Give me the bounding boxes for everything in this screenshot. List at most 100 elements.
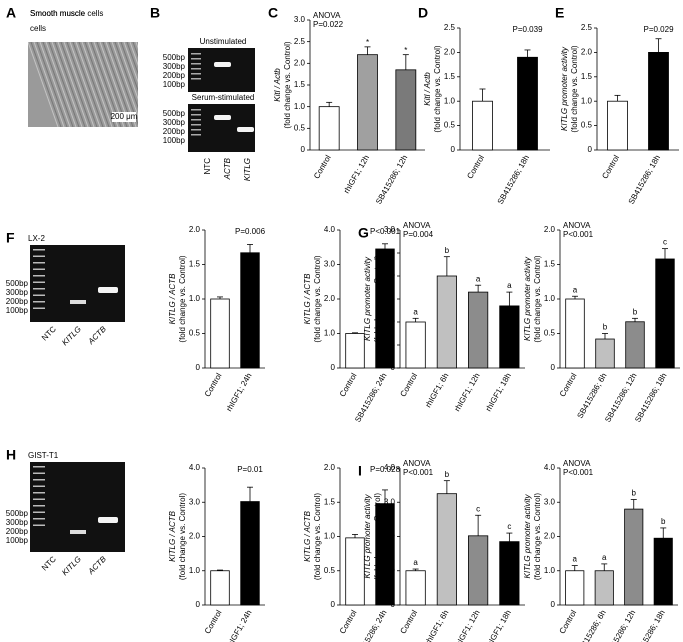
y-axis-label: KITLG / ACTB xyxy=(168,510,177,561)
significance-label: b xyxy=(603,323,608,332)
annotation: P<0.001 xyxy=(563,230,594,239)
bar xyxy=(405,570,426,606)
ladder-band xyxy=(191,73,201,75)
bar xyxy=(375,503,395,606)
panel-letter: B xyxy=(150,5,160,21)
ladder-band xyxy=(33,466,45,468)
marker-label: 200bp xyxy=(163,127,186,136)
y-tick-label: 1.0 xyxy=(581,96,593,105)
y-axis-label: (fold change vs. Control) xyxy=(178,493,187,580)
x-tick-label: SB415286; 24h xyxy=(353,372,388,424)
significance-label: c xyxy=(476,504,480,513)
y-tick-label: 1.5 xyxy=(384,294,396,303)
texture xyxy=(48,42,80,127)
panel-letter: F xyxy=(6,230,15,246)
lane-label: ACTB xyxy=(223,157,232,180)
y-tick-label: 1.0 xyxy=(544,294,556,303)
marker-label: 300bp xyxy=(6,518,29,527)
y-tick-label: 0.5 xyxy=(324,566,336,575)
lane-label: ACTB xyxy=(86,324,109,347)
x-tick-label: Control xyxy=(203,608,224,635)
ladder-band xyxy=(33,511,45,513)
y-tick-label: 1.0 xyxy=(444,96,456,105)
image-title: Smooth muscle cells xyxy=(30,9,86,33)
ladder-band xyxy=(33,249,45,251)
ladder-band xyxy=(191,58,201,60)
marker-label: 200bp xyxy=(163,71,186,80)
texture xyxy=(54,42,86,127)
bar xyxy=(517,56,538,151)
panel-letter: D xyxy=(418,5,428,21)
ladder-band xyxy=(33,301,45,303)
x-tick-label: rhIGF1; 12h xyxy=(453,609,482,642)
significance-label: b xyxy=(661,517,666,526)
image-title: GIST-T1 xyxy=(28,451,59,460)
scale-box xyxy=(112,112,136,122)
x-tick-label: rhIGF1; 18h xyxy=(484,609,513,642)
band xyxy=(70,530,86,534)
y-tick-label: 0 xyxy=(551,363,556,372)
significance-label: a xyxy=(573,285,578,294)
y-tick-label: 0.5 xyxy=(544,329,556,338)
marker-label: 500bp xyxy=(163,53,186,62)
y-tick-label: 2.5 xyxy=(581,23,593,32)
ladder-band xyxy=(191,119,201,121)
y-tick-label: 1.0 xyxy=(384,566,396,575)
y-tick-label: 1.5 xyxy=(324,497,336,506)
x-tick-label: Control xyxy=(558,371,579,398)
significance-label: b xyxy=(445,470,450,479)
bar xyxy=(405,321,426,369)
ladder-band xyxy=(33,518,45,520)
bar xyxy=(468,535,489,606)
ladder-band xyxy=(191,63,201,65)
significance-label: b xyxy=(632,489,637,498)
y-axis-label: (fold change vs. Control) xyxy=(433,45,442,132)
y-tick-label: 0 xyxy=(331,363,336,372)
x-tick-label: SB415286; 24h xyxy=(353,609,388,642)
texture xyxy=(28,42,59,127)
significance-label: a xyxy=(476,274,481,283)
image-title: LX-2 xyxy=(28,234,45,243)
annotation: P=0.01 xyxy=(237,465,263,474)
y-axis-label: (fold change vs. Control) xyxy=(313,493,322,580)
marker-label: 100bp xyxy=(6,306,29,315)
y-tick-label: 2.5 xyxy=(384,248,396,257)
y-tick-label: 1.0 xyxy=(324,532,336,541)
y-tick-label: 0 xyxy=(391,363,396,372)
ladder-band xyxy=(33,255,45,257)
x-tick-label: rhIGF1; 12h xyxy=(342,154,371,195)
annotation: P<0.001 xyxy=(563,468,594,477)
gel xyxy=(188,48,255,92)
texture xyxy=(135,42,138,50)
texture xyxy=(75,42,107,127)
y-axis-label: (fold change vs. Control) xyxy=(570,45,579,132)
y-tick-label: 4.0 xyxy=(544,463,556,472)
texture xyxy=(123,42,138,84)
y-tick-label: 4.0 xyxy=(384,463,396,472)
marker-label: 200bp xyxy=(6,527,29,536)
y-tick-label: 2.0 xyxy=(324,463,336,472)
y-tick-label: 0.5 xyxy=(294,123,306,132)
bar xyxy=(395,69,417,151)
y-tick-label: 2.0 xyxy=(544,532,556,541)
x-tick-label: rhIGF1; 6h xyxy=(424,609,451,642)
marker-label: 300bp xyxy=(6,288,29,297)
significance-label: c xyxy=(663,238,667,247)
annotation: ANOVA xyxy=(313,11,341,20)
bar xyxy=(625,321,645,369)
bar xyxy=(436,275,457,369)
y-tick-label: 3.0 xyxy=(189,497,201,506)
y-axis-label: (fold change vs. Control) xyxy=(373,255,382,342)
x-tick-label: Control xyxy=(203,371,224,398)
significance-label: a xyxy=(573,555,578,564)
panel-letter: E xyxy=(555,5,564,21)
x-tick-label: rhIGF1; 12h xyxy=(453,372,482,413)
y-tick-label: 4.0 xyxy=(189,463,201,472)
x-tick-label: SB415286; 18h xyxy=(496,154,531,206)
y-axis-label: KITLG promoter activity xyxy=(523,493,532,578)
bar xyxy=(468,291,489,369)
gel xyxy=(30,462,125,552)
bar xyxy=(648,52,669,151)
bar xyxy=(210,298,230,369)
ladder-band xyxy=(33,485,45,487)
